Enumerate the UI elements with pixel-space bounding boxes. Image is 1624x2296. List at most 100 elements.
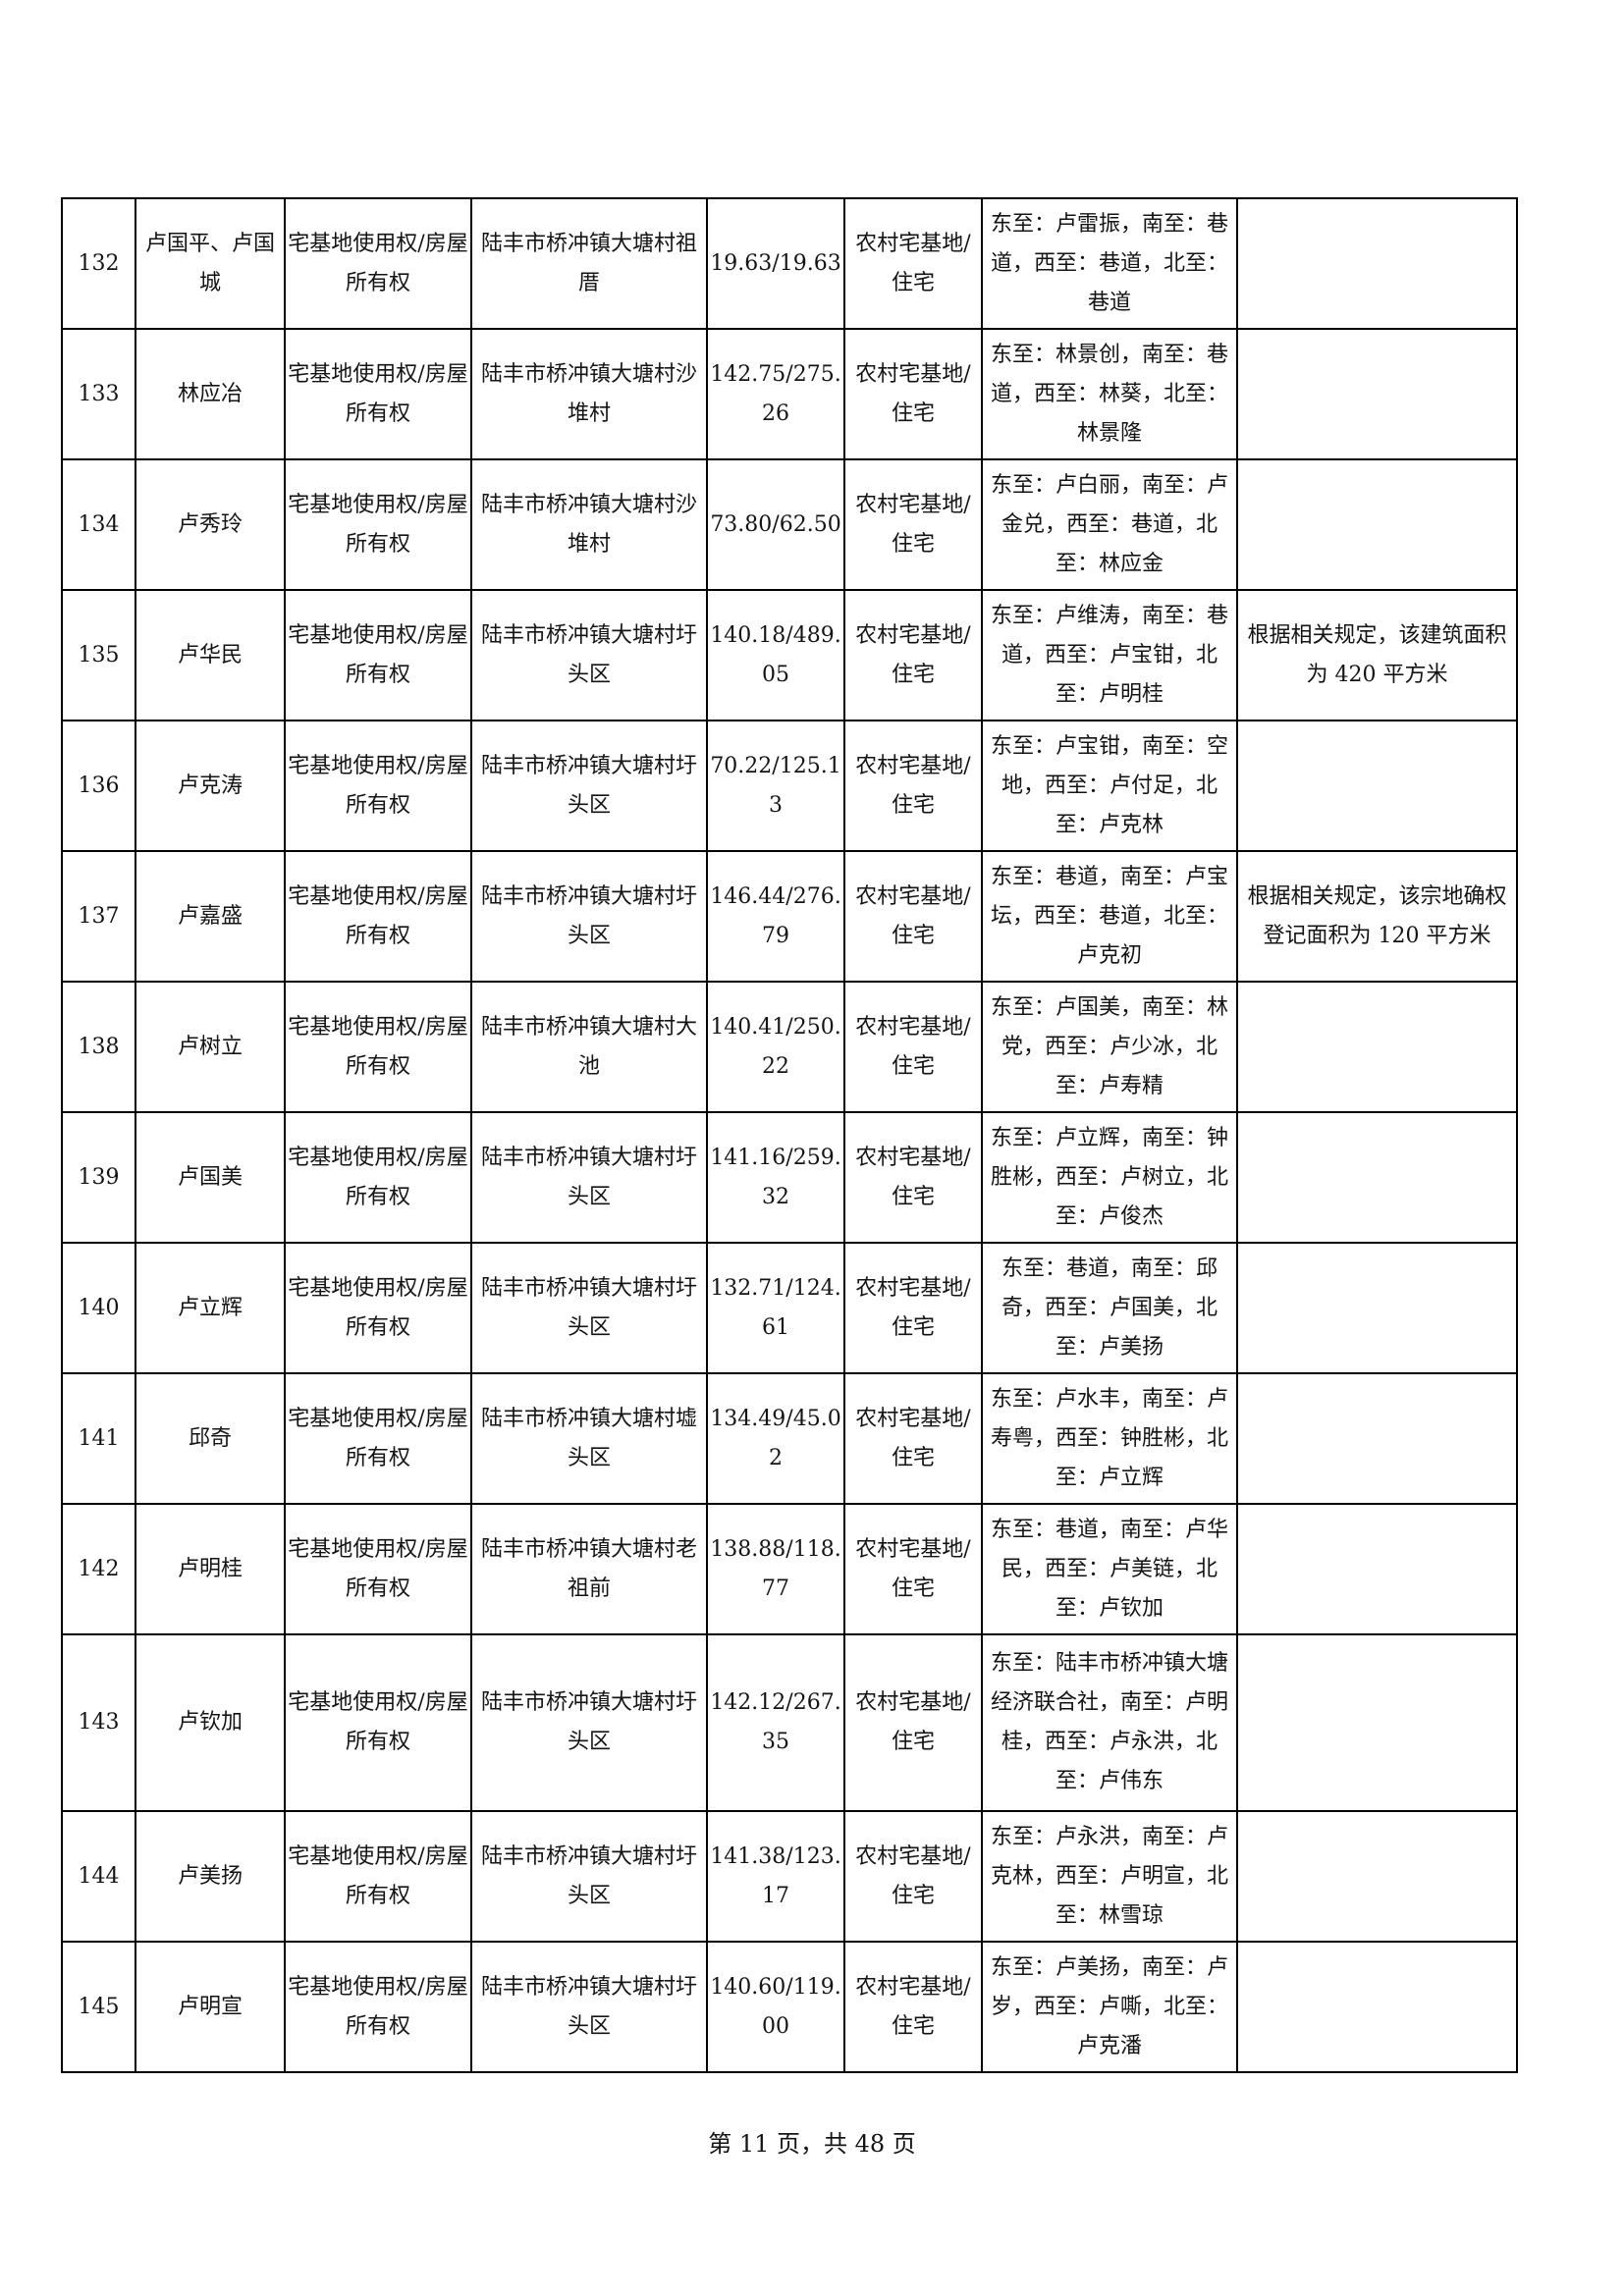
cell-owner-name: 卢钦加 [135, 1633, 286, 1812]
cell-location: 陆丰市桥冲镇大塘村圩头区 [470, 850, 708, 983]
table-row: 137 卢嘉盛 宅基地使用权/房屋所有权 陆丰市桥冲镇大塘村圩头区 146.44… [61, 850, 1518, 983]
cell-owner-name: 卢树立 [135, 981, 286, 1113]
cell-area: 132.71/124.61 [706, 1242, 845, 1374]
table-row: 139 卢国美 宅基地使用权/房屋所有权 陆丰市桥冲镇大塘村圩头区 141.16… [61, 1111, 1518, 1244]
cell-area: 134.49/45.02 [706, 1372, 845, 1505]
cell-owner-name: 卢嘉盛 [135, 850, 286, 983]
cell-boundary: 东至：卢国美，南至：林党，西至：卢少冰，北至：卢寿精 [981, 981, 1238, 1113]
cell-owner-name: 卢克涛 [135, 720, 286, 852]
cell-serial-number: 132 [61, 197, 136, 330]
cell-boundary: 东至：陆丰市桥冲镇大塘经济联合社，南至：卢明桂，西至：卢永洪，北至：卢伟东 [981, 1633, 1238, 1812]
cell-land-type: 农村宅基地/住宅 [843, 1633, 983, 1812]
property-rights-table: 132 卢国平、卢国城 宅基地使用权/房屋所有权 陆丰市桥冲镇大塘村祖厝 19.… [61, 197, 1518, 2073]
cell-owner-name: 林应冶 [135, 328, 286, 460]
cell-owner-name: 卢明宣 [135, 1941, 286, 2073]
cell-serial-number: 140 [61, 1242, 136, 1374]
cell-land-type: 农村宅基地/住宅 [843, 1372, 983, 1505]
cell-land-type: 农村宅基地/住宅 [843, 197, 983, 330]
cell-serial-number: 139 [61, 1111, 136, 1244]
cell-area: 141.38/123.17 [706, 1810, 845, 1943]
table-row: 134 卢秀玲 宅基地使用权/房屋所有权 陆丰市桥冲镇大塘村沙堆村 73.80/… [61, 458, 1518, 591]
cell-location: 陆丰市桥冲镇大塘村沙堆村 [470, 328, 708, 460]
cell-land-type: 农村宅基地/住宅 [843, 720, 983, 852]
cell-location: 陆丰市桥冲镇大塘村大池 [470, 981, 708, 1113]
cell-right-type: 宅基地使用权/房屋所有权 [284, 1941, 472, 2073]
cell-remark: 根据相关规定，该建筑面积为 420 平方米 [1236, 589, 1518, 721]
cell-area: 142.75/275.26 [706, 328, 845, 460]
cell-right-type: 宅基地使用权/房屋所有权 [284, 589, 472, 721]
cell-land-type: 农村宅基地/住宅 [843, 1111, 983, 1244]
cell-location: 陆丰市桥冲镇大塘村祖厝 [470, 197, 708, 330]
table-row: 142 卢明桂 宅基地使用权/房屋所有权 陆丰市桥冲镇大塘村老祖前 138.88… [61, 1503, 1518, 1635]
cell-land-type: 农村宅基地/住宅 [843, 1503, 983, 1635]
cell-remark [1236, 197, 1518, 330]
cell-remark [1236, 1111, 1518, 1244]
cell-boundary: 东至：卢白丽，南至：卢金兑，西至：巷道，北至：林应金 [981, 458, 1238, 591]
cell-land-type: 农村宅基地/住宅 [843, 981, 983, 1113]
cell-remark [1236, 458, 1518, 591]
cell-serial-number: 144 [61, 1810, 136, 1943]
cell-area: 140.18/489.05 [706, 589, 845, 721]
cell-owner-name: 卢国平、卢国城 [135, 197, 286, 330]
cell-land-type: 农村宅基地/住宅 [843, 1242, 983, 1374]
cell-remark [1236, 1941, 1518, 2073]
cell-area: 140.41/250.22 [706, 981, 845, 1113]
cell-remark [1236, 981, 1518, 1113]
cell-serial-number: 141 [61, 1372, 136, 1505]
cell-area: 19.63/19.63 [706, 197, 845, 330]
cell-serial-number: 134 [61, 458, 136, 591]
cell-land-type: 农村宅基地/住宅 [843, 1810, 983, 1943]
cell-remark [1236, 1503, 1518, 1635]
cell-right-type: 宅基地使用权/房屋所有权 [284, 1633, 472, 1812]
cell-location: 陆丰市桥冲镇大塘村老祖前 [470, 1503, 708, 1635]
cell-remark [1236, 328, 1518, 460]
cell-right-type: 宅基地使用权/房屋所有权 [284, 720, 472, 852]
table-row: 132 卢国平、卢国城 宅基地使用权/房屋所有权 陆丰市桥冲镇大塘村祖厝 19.… [61, 197, 1518, 330]
cell-location: 陆丰市桥冲镇大塘村沙堆村 [470, 458, 708, 591]
cell-serial-number: 143 [61, 1633, 136, 1812]
cell-location: 陆丰市桥冲镇大塘村圩头区 [470, 720, 708, 852]
cell-area: 146.44/276.79 [706, 850, 845, 983]
cell-right-type: 宅基地使用权/房屋所有权 [284, 1242, 472, 1374]
cell-serial-number: 135 [61, 589, 136, 721]
cell-right-type: 宅基地使用权/房屋所有权 [284, 1111, 472, 1244]
table-row: 143 卢钦加 宅基地使用权/房屋所有权 陆丰市桥冲镇大塘村圩头区 142.12… [61, 1633, 1518, 1812]
cell-right-type: 宅基地使用权/房屋所有权 [284, 197, 472, 330]
table-row: 138 卢树立 宅基地使用权/房屋所有权 陆丰市桥冲镇大塘村大池 140.41/… [61, 981, 1518, 1113]
cell-remark [1236, 1633, 1518, 1812]
cell-serial-number: 133 [61, 328, 136, 460]
table-row: 136 卢克涛 宅基地使用权/房屋所有权 陆丰市桥冲镇大塘村圩头区 70.22/… [61, 720, 1518, 852]
cell-remark [1236, 720, 1518, 852]
cell-boundary: 东至：卢宝钳，南至：空地，西至：卢付足，北至：卢克林 [981, 720, 1238, 852]
cell-location: 陆丰市桥冲镇大塘村圩头区 [470, 1633, 708, 1812]
cell-land-type: 农村宅基地/住宅 [843, 589, 983, 721]
cell-location: 陆丰市桥冲镇大塘村圩头区 [470, 1810, 708, 1943]
cell-location: 陆丰市桥冲镇大塘村圩头区 [470, 1242, 708, 1374]
cell-location: 陆丰市桥冲镇大塘村圩头区 [470, 1941, 708, 2073]
cell-right-type: 宅基地使用权/房屋所有权 [284, 850, 472, 983]
table-row: 133 林应冶 宅基地使用权/房屋所有权 陆丰市桥冲镇大塘村沙堆村 142.75… [61, 328, 1518, 460]
cell-area: 142.12/267.35 [706, 1633, 845, 1812]
cell-serial-number: 137 [61, 850, 136, 983]
cell-right-type: 宅基地使用权/房屋所有权 [284, 1810, 472, 1943]
cell-boundary: 东至：林景创，南至：巷道，西至：林葵，北至：林景隆 [981, 328, 1238, 460]
table-row: 140 卢立辉 宅基地使用权/房屋所有权 陆丰市桥冲镇大塘村圩头区 132.71… [61, 1242, 1518, 1374]
cell-land-type: 农村宅基地/住宅 [843, 458, 983, 591]
cell-area: 141.16/259.32 [706, 1111, 845, 1244]
cell-boundary: 东至：卢维涛，南至：巷道，西至：卢宝钳，北至：卢明桂 [981, 589, 1238, 721]
cell-owner-name: 卢国美 [135, 1111, 286, 1244]
cell-right-type: 宅基地使用权/房屋所有权 [284, 981, 472, 1113]
cell-area: 140.60/119.00 [706, 1941, 845, 2073]
cell-right-type: 宅基地使用权/房屋所有权 [284, 328, 472, 460]
cell-serial-number: 136 [61, 720, 136, 852]
cell-boundary: 东至：巷道，南至：邱奇，西至：卢国美，北至：卢美扬 [981, 1242, 1238, 1374]
cell-boundary: 东至：卢永洪，南至：卢克林，西至：卢明宣，北至：林雪琼 [981, 1810, 1238, 1943]
cell-land-type: 农村宅基地/住宅 [843, 1941, 983, 2073]
cell-remark [1236, 1372, 1518, 1505]
cell-owner-name: 卢华民 [135, 589, 286, 721]
cell-right-type: 宅基地使用权/房屋所有权 [284, 1372, 472, 1505]
cell-area: 70.22/125.13 [706, 720, 845, 852]
cell-area: 73.80/62.50 [706, 458, 845, 591]
cell-boundary: 东至：巷道，南至：卢宝坛，西至：巷道，北至：卢克初 [981, 850, 1238, 983]
